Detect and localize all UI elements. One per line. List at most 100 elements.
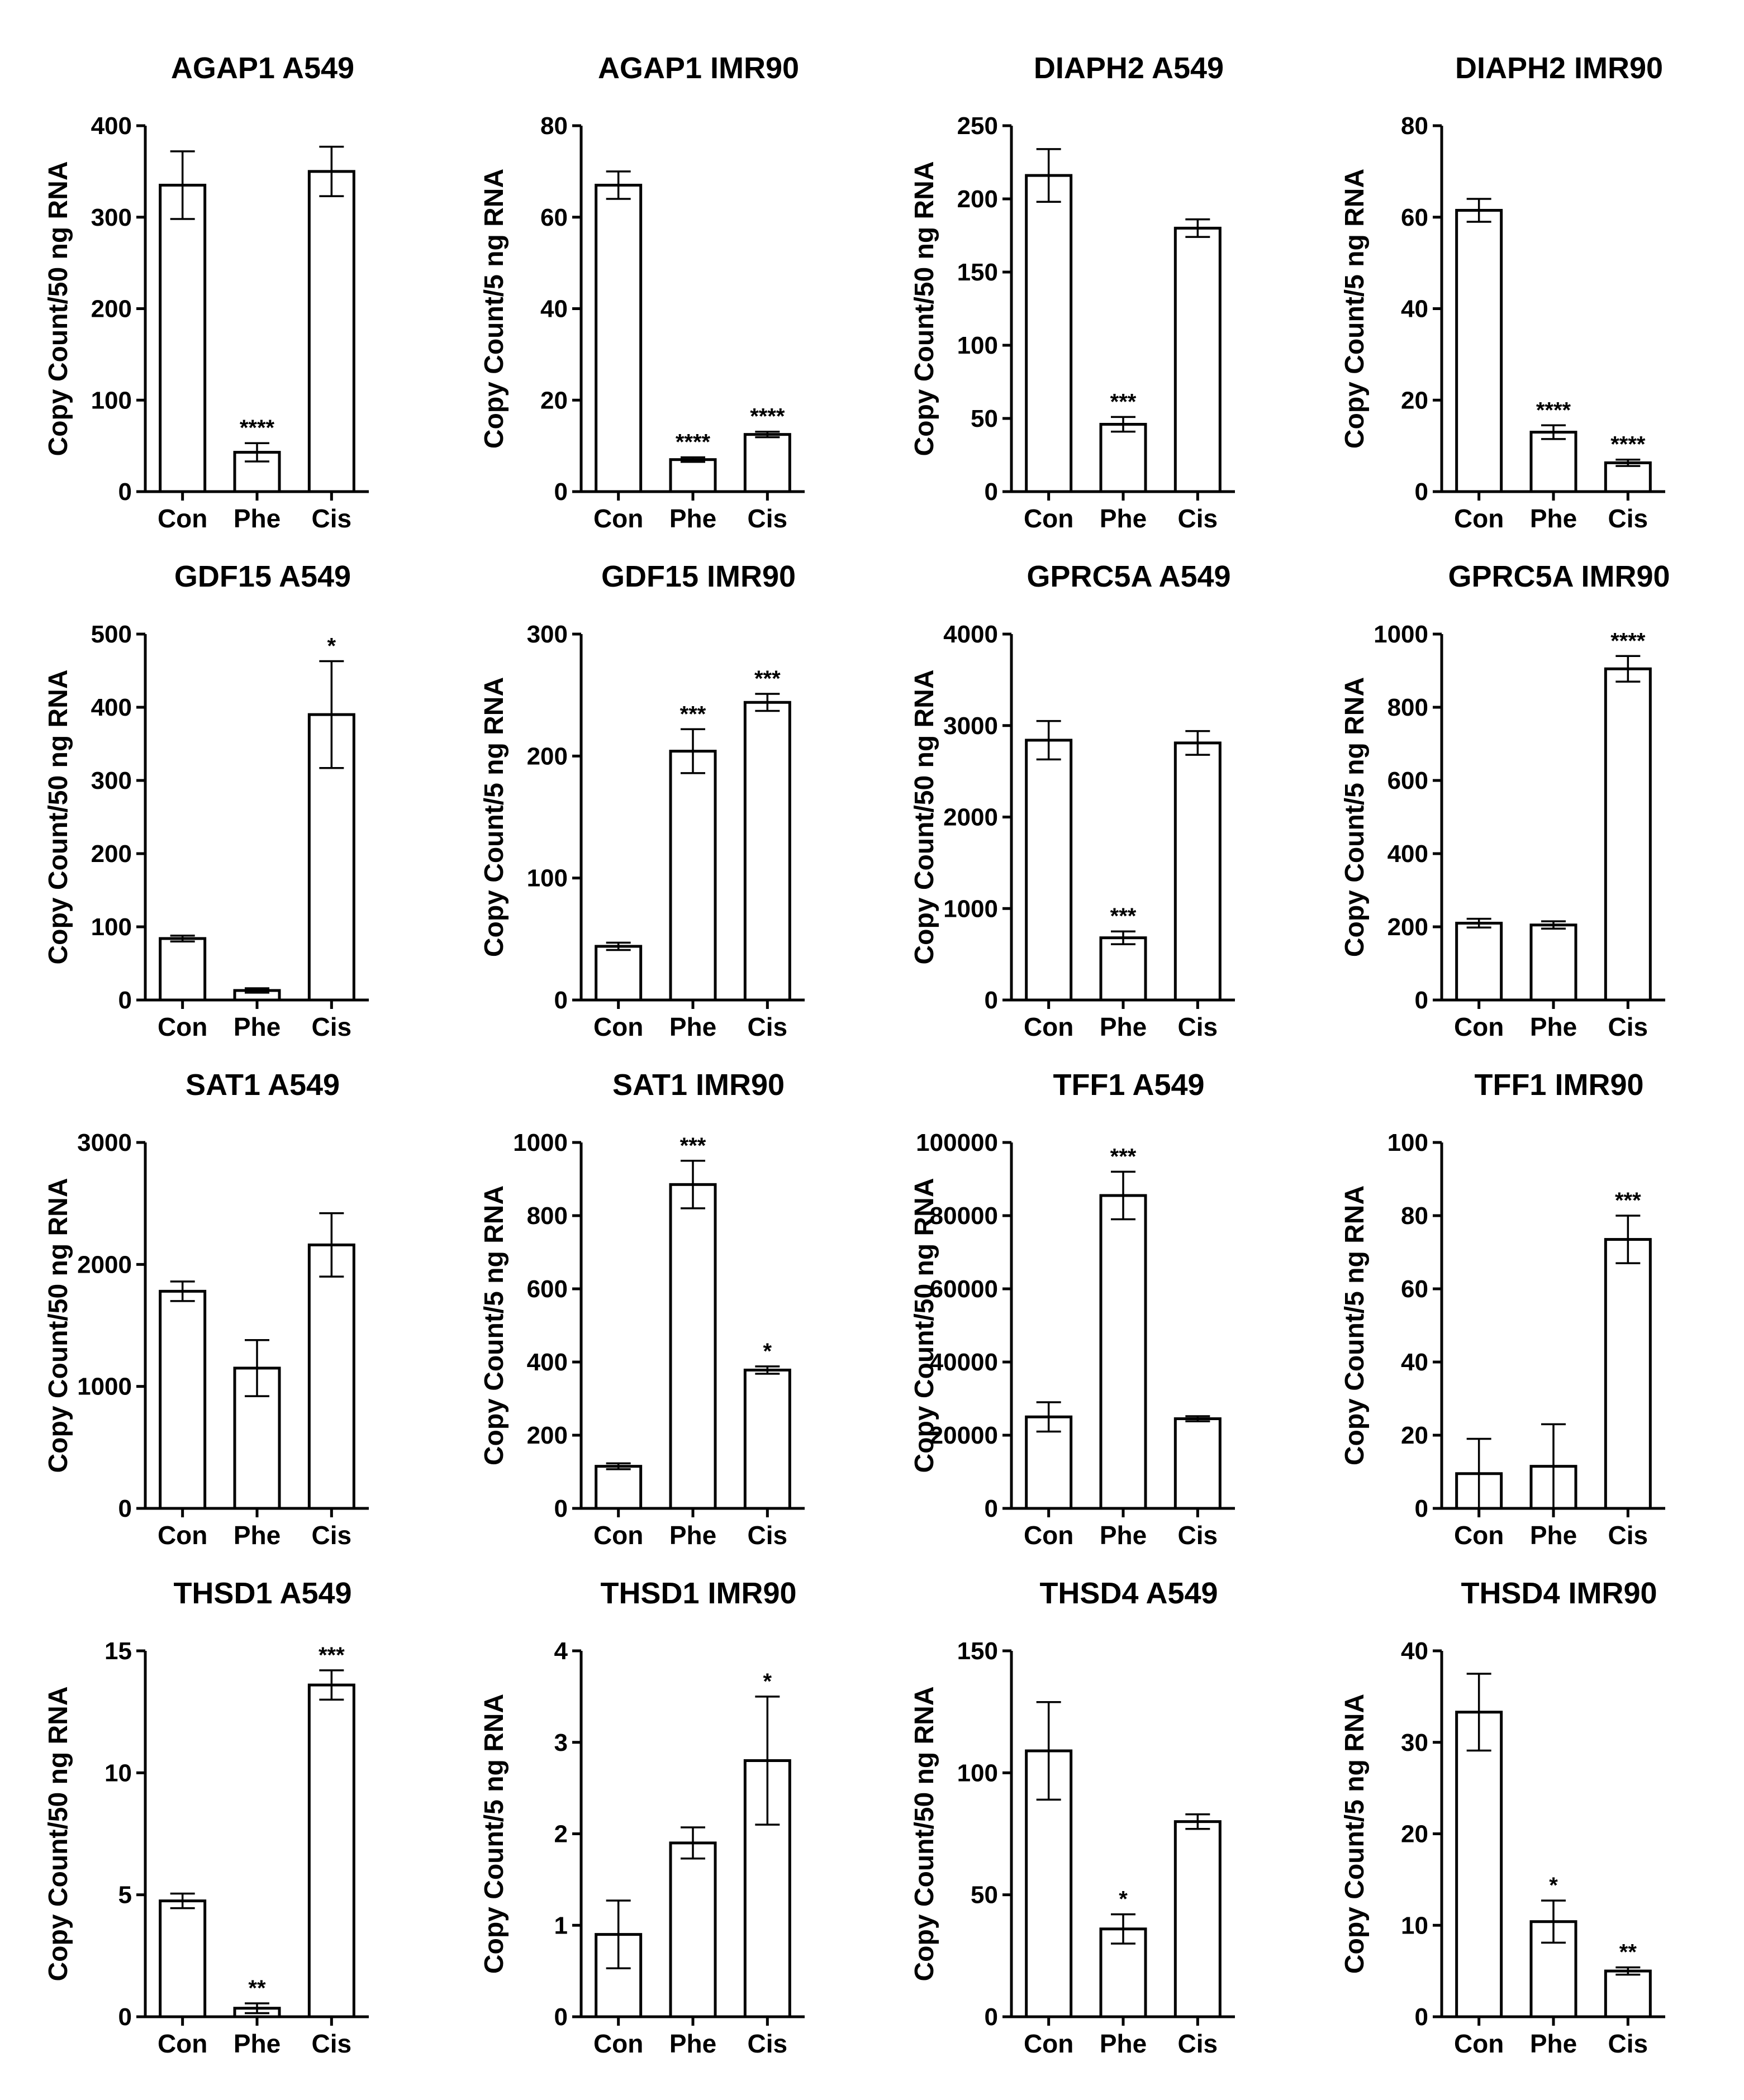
bar-cis	[1604, 461, 1652, 493]
bar-cis	[307, 1243, 355, 1510]
bar-cis	[1173, 741, 1222, 1002]
chart-title: TFF1 IMR90	[1474, 1068, 1643, 1102]
y-tick-label: 0	[985, 987, 998, 1014]
panel-agap1-a549: AGAP1 A549 Copy Count/50 ng RNA 0 100 200 300…	[44, 51, 369, 533]
bar-phe	[669, 1841, 717, 2018]
y-tick-label: 20	[1401, 387, 1428, 414]
y-axis-label: Copy Count/5 ng RNA	[1340, 677, 1370, 957]
significance-marker: *	[1549, 1873, 1558, 1898]
bar-phe	[669, 458, 717, 493]
y-tick-label: 3	[554, 1729, 568, 1756]
y-tick-label: 1	[554, 1912, 568, 1939]
y-tick-label: 40000	[930, 1349, 998, 1376]
bar-con	[159, 1289, 207, 1510]
x-tick-label: Phe	[234, 1521, 281, 1550]
y-tick-label: 0	[985, 478, 998, 506]
x-tick-label: Con	[158, 1012, 207, 1041]
y-tick-label: 1000	[513, 1129, 568, 1156]
y-tick-label: 40	[1401, 1349, 1428, 1376]
x-tick-label: Cis	[1178, 2029, 1218, 2058]
y-tick-label: 60	[1401, 204, 1428, 231]
bar-cis	[743, 701, 791, 1002]
significance-marker: ****	[1610, 432, 1646, 457]
x-tick-label: Con	[1024, 1012, 1073, 1041]
y-tick-label: 5	[118, 1882, 132, 1909]
y-tick-label: 0	[1415, 2003, 1428, 2031]
y-tick-label: 0	[554, 478, 568, 506]
bar-cis	[307, 1683, 355, 2018]
y-tick-label: 3000	[77, 1129, 132, 1156]
y-axis-label: Copy Count/5 ng RNA	[479, 1694, 509, 1974]
y-axis-label: Copy Count/50 ng RNA	[44, 670, 73, 965]
x-tick-label: Phe	[1530, 504, 1577, 533]
y-tick-label: 0	[554, 987, 568, 1014]
x-tick-label: Con	[1454, 504, 1504, 533]
y-tick-label: 300	[91, 767, 132, 794]
y-tick-label: 2000	[943, 804, 998, 831]
y-tick-label: 1000	[1374, 621, 1428, 648]
x-tick-label: Cis	[312, 1521, 352, 1550]
significance-marker: ***	[1615, 1188, 1641, 1213]
y-axis-label: Copy Count/50 ng RNA	[44, 1178, 73, 1473]
y-tick-label: 0	[118, 987, 132, 1014]
chart-title: THSD1 A549	[173, 1577, 351, 1610]
x-tick-label: Con	[158, 2029, 207, 2058]
y-tick-label: 1000	[77, 1373, 132, 1401]
chart-title: DIAPH2 A549	[1034, 51, 1224, 85]
chart-title: THSD4 IMR90	[1461, 1577, 1657, 1610]
chart-title: DIAPH2 IMR90	[1455, 51, 1663, 85]
panel-gdf15-a549: GDF15 A549 Copy Count/50 ng RNA 0 100 200 300…	[44, 560, 369, 1041]
y-axis-label: Copy Count/50 ng RNA	[910, 1178, 939, 1473]
x-tick-label: Phe	[1100, 2029, 1147, 2058]
bar-cis	[743, 1368, 791, 1510]
y-tick-label: 40	[1401, 1637, 1428, 1665]
y-tick-label: 60	[540, 204, 568, 231]
x-tick-label: Cis	[1178, 504, 1218, 533]
panel-gprc5a-imr90: GPRC5A IMR90 Copy Count/5 ng RNA 0 200 400 60…	[1340, 560, 1670, 1041]
y-tick-label: 40	[540, 296, 568, 323]
y-tick-label: 80	[540, 112, 568, 140]
x-tick-label: Phe	[234, 504, 281, 533]
y-tick-label: 400	[91, 694, 132, 721]
x-tick-label: Cis	[312, 504, 352, 533]
bar-con	[1455, 208, 1503, 493]
panel-diaph2-a549: DIAPH2 A549 Copy Count/50 ng RNA 0 50 100 150…	[910, 51, 1235, 533]
y-tick-label: 0	[118, 478, 132, 506]
y-axis-label: Copy Count/50 ng RNA	[910, 1687, 939, 1982]
y-tick-label: 600	[1387, 767, 1428, 794]
chart-title: AGAP1 A549	[171, 51, 354, 85]
y-tick-label: 0	[1415, 987, 1428, 1014]
significance-marker: **	[248, 1976, 266, 2001]
y-tick-label: 0	[1415, 1495, 1428, 1522]
y-tick-label: 800	[527, 1202, 568, 1230]
y-axis-label: Copy Count/5 ng RNA	[1340, 1694, 1370, 1974]
panel-thsd1-a549: THSD1 A549 Copy Count/50 ng RNA 0 5 10 15 Con *…	[44, 1577, 369, 2058]
significance-marker: ****	[676, 430, 711, 455]
panel-gdf15-imr90: GDF15 IMR90 Copy Count/5 ng RNA 0 100 200 300…	[479, 560, 805, 1041]
bar-cis	[1173, 226, 1222, 493]
y-tick-label: 10	[1401, 1912, 1428, 1939]
x-tick-label: Con	[593, 504, 643, 533]
y-tick-label: 30	[1401, 1729, 1428, 1756]
significance-marker: ***	[319, 1643, 345, 1668]
y-tick-label: 3000	[943, 712, 998, 740]
y-tick-label: 10	[104, 1759, 132, 1787]
bar-phe	[1529, 923, 1577, 1002]
y-tick-label: 200	[527, 742, 568, 770]
significance-marker: ****	[750, 404, 785, 429]
x-tick-label: Con	[1454, 1521, 1504, 1550]
bar-phe	[669, 750, 717, 1002]
y-tick-label: 300	[527, 621, 568, 648]
bar-phe	[1099, 1194, 1147, 1510]
x-tick-label: Phe	[669, 1521, 716, 1550]
x-tick-label: Cis	[1178, 1012, 1218, 1041]
bar-cis	[1604, 1969, 1652, 2018]
x-tick-label: Cis	[312, 1012, 352, 1041]
y-tick-label: 150	[957, 259, 998, 286]
significance-marker: ***	[1110, 389, 1137, 414]
significance-marker: *	[763, 1339, 772, 1364]
x-tick-label: Con	[593, 1521, 643, 1550]
chart-title: AGAP1 IMR90	[598, 51, 799, 85]
y-tick-label: 100	[1387, 1129, 1428, 1156]
